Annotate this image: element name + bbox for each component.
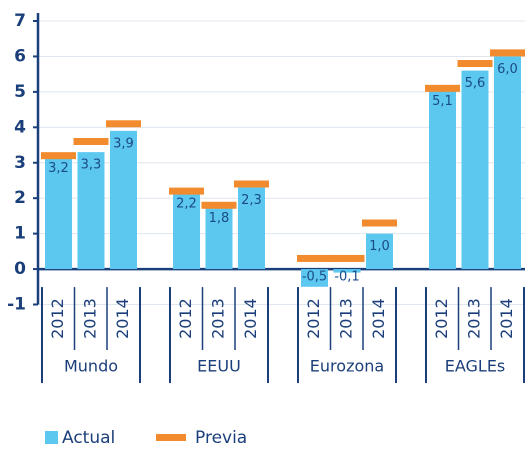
x-tick-label: 2013 [209, 298, 228, 339]
group-label: EEUU [197, 357, 241, 376]
y-tick-label: 6 [14, 46, 26, 66]
previa-marker [425, 84, 460, 92]
bar [77, 152, 105, 270]
y-tick-label: 5 [14, 82, 26, 102]
x-tick-label: 2012 [432, 298, 451, 339]
legend-label: Actual [62, 428, 115, 448]
value-label: -0,5 [302, 270, 327, 285]
x-tick-label: 2014 [369, 298, 388, 339]
bar [301, 269, 328, 287]
y-tick-label: 3 [14, 153, 26, 173]
previa-marker [297, 254, 332, 262]
y-tick-label: 2 [14, 188, 26, 208]
previa-marker [362, 219, 397, 227]
value-label: 5,1 [432, 94, 453, 109]
bar [45, 155, 72, 270]
y-tick-label: 4 [14, 117, 26, 137]
value-label: 6,0 [497, 62, 518, 77]
value-label: 2,2 [176, 197, 197, 212]
legend-swatch [156, 434, 186, 441]
x-tick-label: 2013 [465, 298, 484, 339]
y-tick-label: 7 [14, 11, 26, 31]
y-tick-label: 1 [14, 224, 26, 244]
value-label: 5,6 [465, 76, 486, 91]
y-tick-label: 0 [14, 259, 26, 279]
x-tick-label: 2014 [241, 298, 260, 339]
group-label: Mundo [64, 357, 118, 376]
bar [173, 191, 200, 270]
bar [238, 187, 265, 270]
value-label: 3,9 [113, 136, 134, 151]
value-label: -0,1 [334, 270, 359, 285]
value-label: 3,3 [81, 158, 102, 173]
previa-marker [234, 180, 269, 188]
value-label: 1,8 [209, 211, 230, 226]
group-label: EAGLEs [445, 357, 506, 376]
previa-marker [201, 201, 237, 209]
bar [205, 205, 233, 270]
previa-marker [106, 120, 141, 128]
x-tick-label: 2012 [176, 298, 195, 339]
x-tick-label: 2012 [48, 298, 67, 339]
x-tick-label: 2013 [337, 298, 356, 339]
bar [333, 269, 361, 273]
previa-marker [457, 60, 493, 68]
x-tick-label: 2013 [81, 298, 100, 339]
legend-swatch [45, 431, 58, 444]
x-tick-label: 2014 [497, 298, 516, 339]
previa-marker [169, 187, 204, 195]
value-label: 1,0 [369, 239, 390, 254]
y-tick-label: -1 [7, 295, 26, 315]
legend-label: Previa [195, 428, 247, 448]
bar [110, 130, 137, 270]
x-tick-label: 2012 [304, 298, 323, 339]
bar [429, 88, 456, 270]
bar [366, 233, 393, 270]
value-label: 3,2 [48, 161, 69, 176]
previa-marker [490, 49, 525, 57]
group-label: Eurozona [310, 357, 384, 376]
value-label: 2,3 [241, 193, 262, 208]
previa-marker [41, 152, 76, 160]
bar [461, 70, 489, 270]
previa-marker [73, 137, 109, 145]
bar [494, 56, 521, 270]
previa-marker [329, 254, 365, 262]
x-tick-label: 2014 [113, 298, 132, 339]
